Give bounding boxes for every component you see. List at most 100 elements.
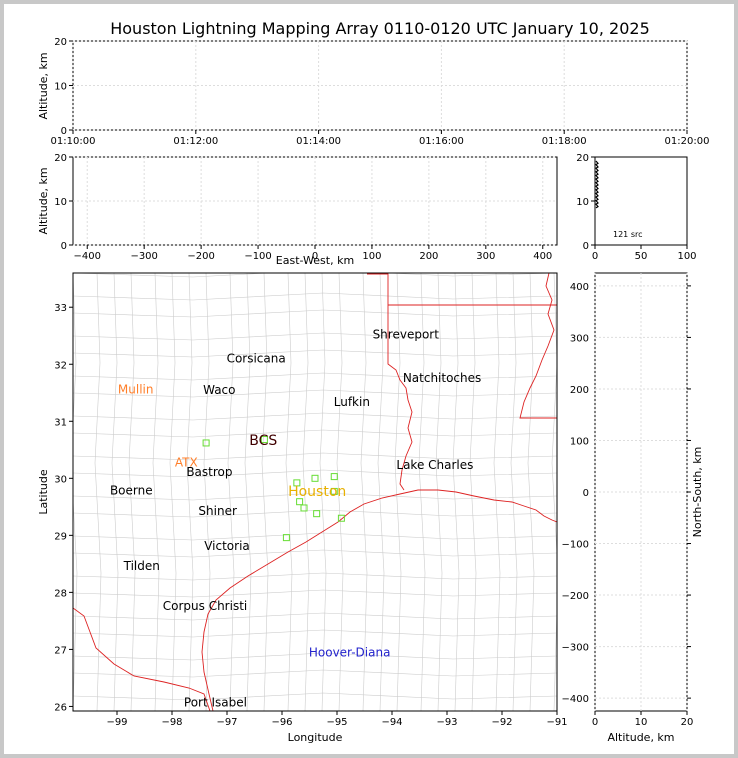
longitude-tick-label: −95: [326, 717, 347, 728]
mississippi-river-border: [519, 273, 557, 419]
latitude-tick-label: 27: [54, 645, 67, 656]
histogram-altitude-tick-label: 20: [576, 153, 589, 164]
lma-station-marker: [330, 473, 338, 481]
longitude-tick-label: −94: [381, 717, 402, 728]
county-line: [261, 273, 269, 711]
county-line: [186, 273, 194, 711]
longitude-tick-label: −92: [491, 717, 512, 728]
county-line: [418, 273, 426, 711]
county-line: [527, 273, 535, 711]
latitude-tick-label: 26: [54, 702, 67, 713]
county-line: [73, 532, 557, 541]
histogram-frame: [594, 156, 688, 246]
eastwest-tick-label: 400: [533, 251, 552, 262]
map-frame: [72, 272, 558, 712]
panel-eastwest-altitude: −400 −300 −200 −100 0 100 200 300 400 0 10 20 Alti…: [37, 153, 558, 267]
latitude-label: Latitude: [37, 469, 50, 515]
county-line: [510, 273, 518, 711]
latitude-tick-label: 29: [54, 531, 67, 542]
city-label: Lufkin: [334, 395, 370, 409]
city-label: Hoover-Diana: [309, 645, 391, 659]
histogram-altitude-tick-label: 10: [576, 197, 589, 208]
northsouth-tick-label: 100: [570, 436, 589, 447]
latitude-tick-label: 28: [54, 588, 67, 599]
city-label: Port Isabel: [184, 695, 247, 709]
county-line: [128, 273, 136, 711]
eastwest-tick-label: −300: [130, 251, 157, 262]
county-line: [493, 273, 501, 711]
city-label: BCS: [249, 433, 277, 449]
county-line: [73, 429, 557, 438]
altitude-tick-label: 10: [635, 717, 648, 728]
time-altitude-ylabel: Altitude, km: [37, 52, 50, 119]
city-label: Bastrop: [186, 465, 232, 479]
city-label: Corpus Christi: [163, 599, 248, 613]
county-line: [73, 332, 557, 341]
latitude-tick-label: 30: [54, 474, 67, 485]
city-label: Shiner: [198, 504, 237, 518]
lma-station-marker: [293, 479, 301, 487]
time-tick-label: 01:16:00: [419, 136, 464, 147]
county-line: [377, 273, 385, 711]
panel-time-altitude: 01:10:00 01:12:00 01:14:00 01:16:00 01:18:00…: [37, 37, 709, 147]
time-tick-label: 01:20:00: [665, 136, 710, 147]
latitude-tick-label: 33: [54, 303, 67, 314]
county-line: [73, 509, 557, 518]
county-line: [73, 652, 557, 661]
city-label: Natchitoches: [403, 371, 481, 385]
longitude-tick-label: −97: [216, 717, 237, 728]
county-line: [73, 452, 557, 461]
city-label: Mullin: [118, 382, 154, 396]
eastwest-tick-label: 0: [312, 251, 318, 262]
city-label: Boerne: [110, 483, 153, 497]
county-line: [73, 273, 78, 711]
northsouth-tick-label: −400: [562, 694, 589, 705]
county-line: [169, 273, 177, 711]
figure-title: Houston Lightning Mapping Array 0110-012…: [110, 19, 650, 38]
texas-louisiana-border: [387, 273, 413, 491]
northsouth-tick-label: −300: [562, 643, 589, 654]
eastwest-tick-label: 100: [362, 251, 381, 262]
longitude-label: Longitude: [288, 731, 343, 744]
county-boundaries: [73, 273, 557, 711]
panel-altitude-northsouth: 0 10 20 −400 −300 −200 −100 0 100 200 300 400 Alti…: [562, 272, 704, 744]
county-line: [73, 669, 557, 678]
county-line: [73, 389, 557, 398]
latitude-tick-label: 31: [54, 417, 67, 428]
longitude-tick-label: −98: [161, 717, 182, 728]
lma-station-marker: [296, 498, 304, 506]
altitude-northsouth-xlabel: Altitude, km: [607, 731, 674, 744]
county-line: [73, 572, 557, 581]
panel-altitude-histogram: 0 50 100 0 10 20 121 src: [576, 153, 696, 262]
city-label: Shreveport: [373, 328, 440, 342]
northsouth-tick-label: −200: [562, 591, 589, 602]
longitude-tick-label: −99: [106, 717, 127, 728]
latitude-tick-label: 32: [54, 360, 67, 371]
county-line: [73, 292, 557, 301]
lma-station-marker: [202, 439, 210, 447]
northsouth-tick-label: 200: [570, 385, 589, 396]
map-background: [73, 273, 557, 711]
histogram-source-count: 121 src: [613, 230, 643, 239]
northsouth-ylabel: North-South, km: [691, 447, 704, 538]
county-line: [73, 692, 557, 701]
city-label: Waco: [203, 383, 235, 397]
histogram-altitude-tick-label: 0: [583, 241, 589, 252]
figure-canvas: Houston Lightning Mapping Array 0110-012…: [4, 4, 734, 754]
city-label: Lake Charles: [396, 458, 473, 472]
lma-station-marker: [313, 510, 321, 518]
altitude-tick-label: 20: [54, 37, 67, 48]
county-line: [227, 273, 235, 711]
county-line: [302, 273, 310, 711]
time-tick-label: 01:18:00: [542, 136, 587, 147]
county-line: [73, 372, 557, 381]
city-label: Houston: [288, 484, 346, 500]
longitude-tick-label: −93: [436, 717, 457, 728]
longitude-tick-label: −91: [546, 717, 567, 728]
city-label: Tilden: [123, 559, 160, 573]
altitude-tick-label: 20: [681, 717, 694, 728]
city-label: Victoria: [204, 539, 250, 553]
altitude-tick-label: 0: [61, 126, 67, 137]
county-line: [73, 612, 557, 621]
eastwest-tick-label: −100: [244, 251, 271, 262]
